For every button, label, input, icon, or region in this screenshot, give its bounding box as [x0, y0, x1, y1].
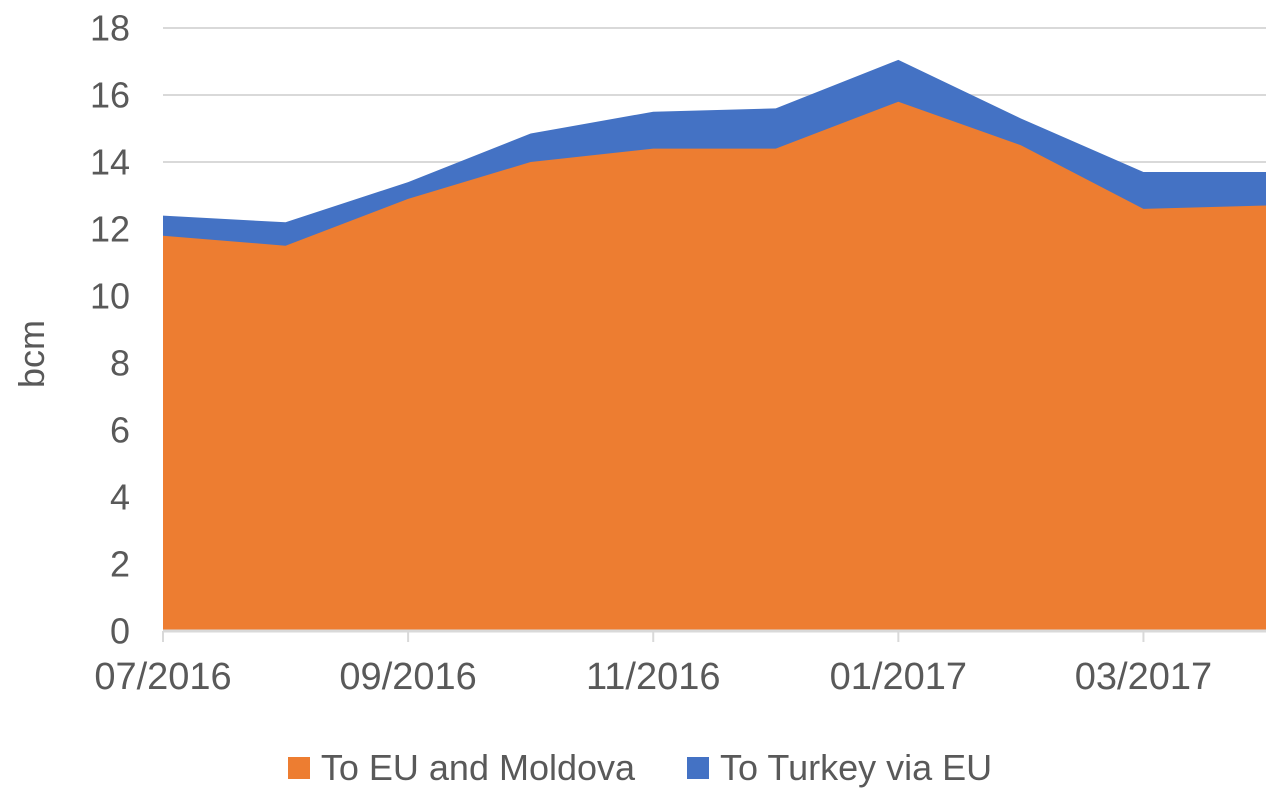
x-tick-label: 07/2016	[94, 656, 231, 698]
y-tick-label: 12	[90, 209, 130, 250]
x-tick-label: 03/2017	[1075, 656, 1212, 698]
y-tick-label: 16	[90, 75, 130, 116]
y-tick-label: 18	[90, 8, 130, 49]
x-tick-label: 01/2017	[830, 656, 967, 698]
y-tick-label: 4	[110, 477, 130, 518]
legend: To EU and Moldova To Turkey via EU	[0, 746, 1280, 790]
y-tick-label: 14	[90, 142, 130, 183]
y-tick-label: 10	[90, 276, 130, 317]
y-tick-label: 6	[110, 410, 130, 451]
y-tick-label: 0	[110, 611, 130, 652]
legend-swatch-blue-icon	[687, 757, 710, 779]
y-tick-label: 2	[110, 544, 130, 585]
x-tick-label: 11/2016	[586, 656, 721, 698]
legend-item-to-turkey-via-eu: To Turkey via EU	[687, 747, 992, 789]
legend-swatch-orange-icon	[287, 757, 310, 779]
legend-label-to-eu-and-moldova: To EU and Moldova	[320, 747, 636, 788]
y-axis-title: bcm	[11, 320, 52, 389]
area-to-eu-and-moldova	[163, 101, 1266, 631]
legend-label-to-turkey-via-eu: To Turkey via EU	[720, 747, 993, 788]
legend-item-to-eu-and-moldova: To EU and Moldova	[287, 747, 636, 789]
x-tick-label: 09/2016	[339, 656, 476, 698]
y-tick-label: 8	[110, 343, 130, 384]
